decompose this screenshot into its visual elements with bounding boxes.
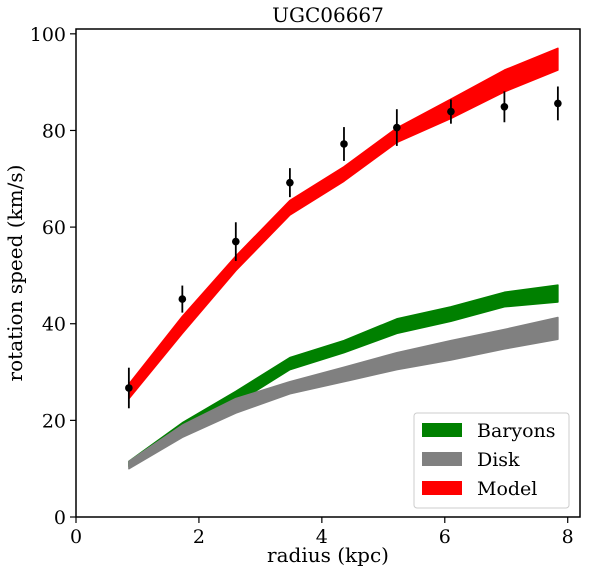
x-tick-label: 8: [562, 526, 574, 548]
data-point: [125, 384, 133, 392]
legend-swatch-disk: [422, 452, 462, 466]
legend-swatch-model: [422, 481, 462, 495]
y-tick-label: 40: [42, 314, 66, 336]
y-tick-label: 60: [42, 217, 66, 239]
x-tick-label: 6: [439, 526, 451, 548]
legend-swatch-baryons: [422, 423, 462, 437]
legend-label-baryons: Baryons: [477, 420, 556, 442]
legend-label-disk: Disk: [477, 449, 520, 471]
x-tick-label: 4: [316, 526, 328, 548]
x-axis-label: radius (kpc): [267, 543, 389, 567]
data-point: [178, 295, 187, 303]
y-tick-label: 100: [30, 24, 66, 46]
y-axis-ticks: 0 20 40 60 80 100: [30, 24, 76, 529]
model-bands: [128, 47, 559, 470]
legend-label-model: Model: [477, 478, 537, 500]
y-tick-label: 0: [54, 507, 66, 529]
data-point: [500, 102, 509, 111]
y-tick-label: 80: [42, 120, 66, 142]
data-point: [447, 107, 455, 116]
x-tick-label: 2: [193, 526, 205, 548]
band-disk: [128, 316, 559, 470]
x-axis-ticks: 0 2 4 6 8: [70, 517, 574, 548]
legend: Baryons Disk Model: [413, 412, 570, 509]
x-tick-label: 0: [70, 526, 82, 548]
y-tick-label: 20: [42, 410, 66, 432]
y-axis-label: rotation speed (km/s): [3, 165, 27, 382]
data-point: [232, 237, 240, 246]
chart-title: UGC06667: [272, 3, 384, 27]
data-point: [340, 140, 348, 148]
plot-frame: [75, 28, 581, 518]
data-point: [393, 123, 401, 132]
data-point: [554, 99, 562, 108]
data-point: [286, 178, 294, 187]
band-model: [128, 47, 559, 400]
observed-points: [125, 86, 562, 409]
